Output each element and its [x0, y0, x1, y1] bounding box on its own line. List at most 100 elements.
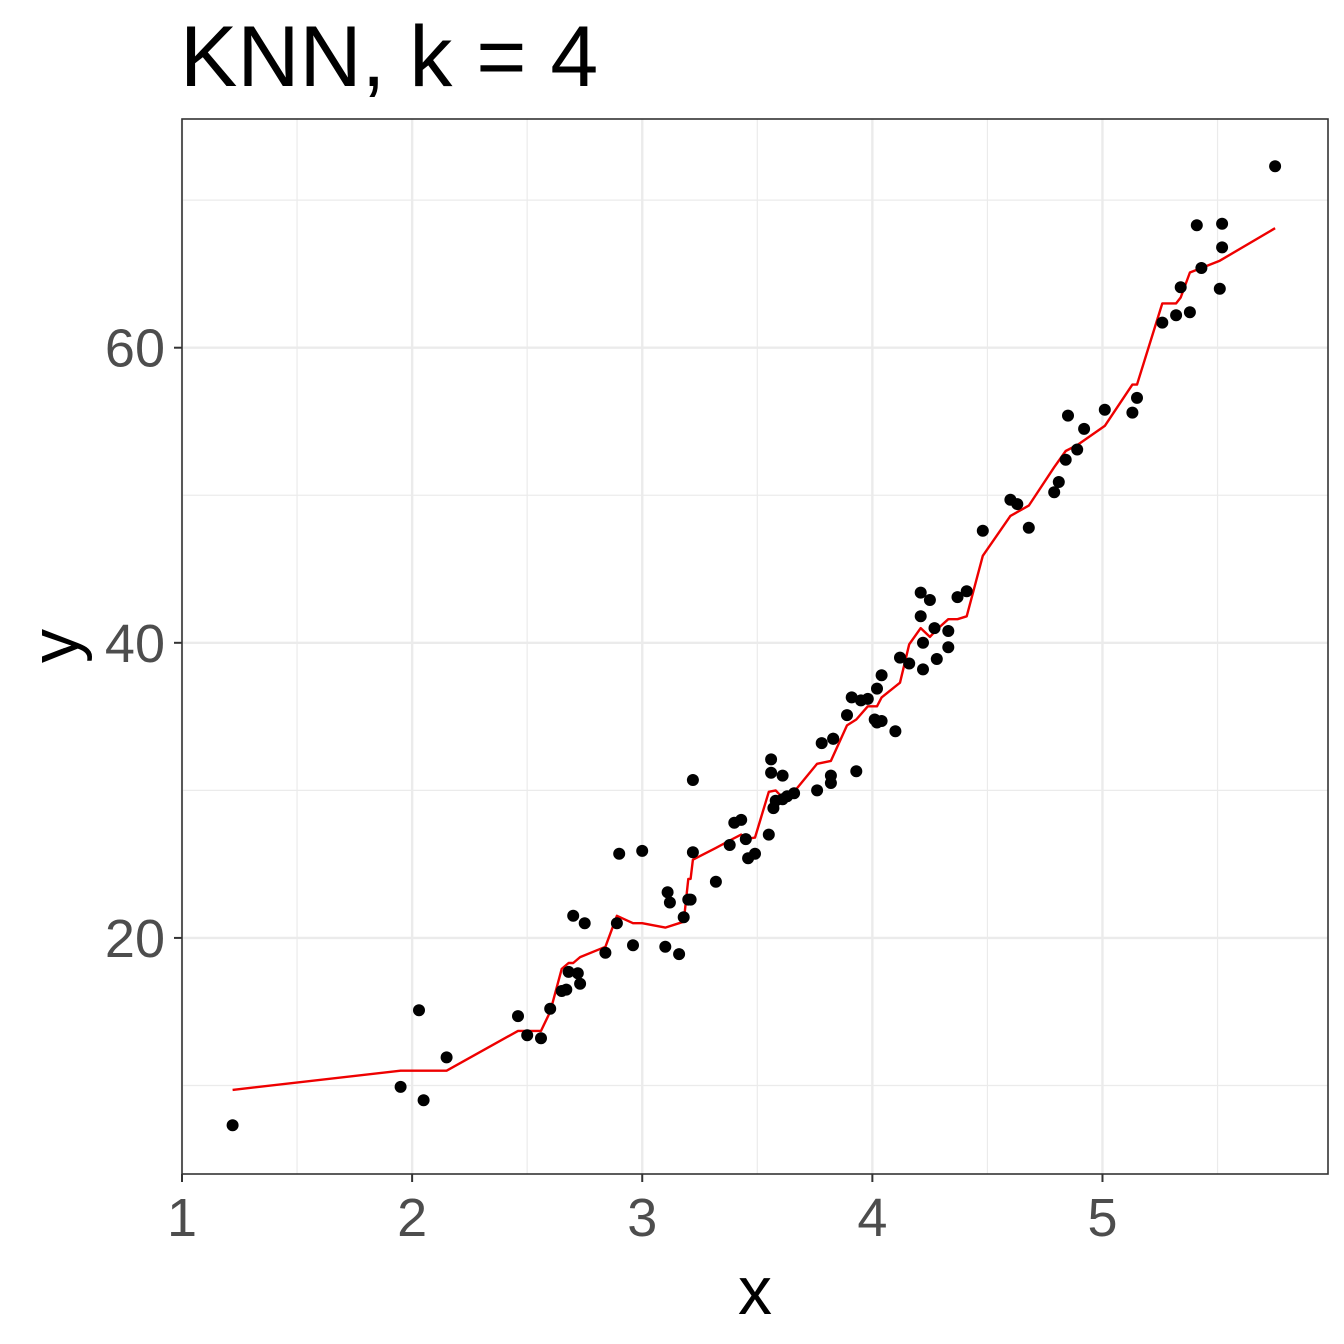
data-point	[417, 1094, 430, 1107]
data-point	[1011, 498, 1024, 511]
data-point	[788, 787, 801, 800]
data-point	[765, 766, 778, 779]
data-point	[1213, 282, 1226, 295]
data-point	[762, 828, 775, 841]
data-point	[1216, 217, 1229, 230]
data-point	[1052, 476, 1065, 488]
data-point	[824, 777, 837, 789]
data-point	[599, 946, 612, 959]
x-axis-title: x	[738, 1253, 772, 1329]
data-point	[677, 911, 690, 924]
data-point	[827, 732, 840, 745]
data-point	[914, 610, 927, 623]
data-point	[659, 940, 672, 953]
chart-title: KNN, k = 4	[180, 9, 598, 105]
data-point	[1022, 521, 1035, 534]
data-point	[923, 594, 936, 606]
data-point	[960, 585, 973, 598]
data-point	[636, 844, 649, 857]
data-point	[861, 692, 874, 705]
data-point	[567, 909, 580, 922]
data-point	[562, 965, 575, 978]
data-point	[1131, 391, 1143, 404]
data-point	[776, 769, 789, 782]
data-point	[1269, 160, 1282, 173]
data-point	[850, 765, 863, 778]
data-point	[663, 896, 676, 909]
data-point	[871, 682, 883, 695]
data-point	[413, 1004, 425, 1017]
data-point	[1183, 306, 1196, 319]
data-point	[942, 641, 955, 654]
y-tick-label: 20	[105, 909, 165, 969]
data-point	[394, 1080, 407, 1093]
data-point	[673, 948, 686, 961]
data-point	[1126, 406, 1139, 419]
data-point	[1195, 262, 1208, 274]
data-point	[749, 847, 761, 860]
data-point	[841, 709, 853, 722]
data-point	[574, 977, 587, 990]
data-point	[512, 1010, 524, 1023]
data-point	[686, 846, 699, 859]
data-point	[845, 691, 858, 704]
data-point	[521, 1029, 534, 1042]
data-point	[811, 784, 824, 797]
data-point	[930, 653, 943, 665]
data-point	[1059, 453, 1072, 466]
data-point	[976, 524, 989, 537]
x-tick-label: 5	[1087, 1188, 1117, 1248]
data-point	[739, 833, 752, 846]
data-point	[951, 591, 964, 604]
data-point	[1156, 316, 1169, 329]
data-point	[544, 1002, 557, 1015]
y-tick-label: 60	[105, 319, 165, 379]
data-point	[875, 669, 888, 682]
data-point	[914, 586, 927, 599]
data-point	[765, 753, 778, 766]
data-point	[903, 657, 916, 670]
data-point	[1098, 403, 1111, 416]
x-tick-label: 1	[167, 1188, 197, 1248]
axis-ticks: 1 2 3 4 5 20 40 60	[105, 319, 1118, 1248]
data-point	[709, 875, 722, 888]
data-point	[894, 651, 906, 664]
data-point	[723, 839, 736, 851]
data-point	[889, 725, 902, 738]
data-point	[440, 1051, 453, 1064]
data-point	[1078, 422, 1091, 435]
data-point	[1190, 219, 1203, 232]
x-tick-label: 3	[627, 1188, 657, 1248]
data-point	[226, 1119, 239, 1132]
data-point	[578, 917, 591, 930]
x-tick-label: 4	[857, 1188, 887, 1248]
data-point	[942, 625, 955, 637]
data-points	[226, 160, 1282, 1132]
data-point	[560, 983, 573, 996]
data-point	[610, 917, 623, 930]
data-point	[571, 967, 584, 980]
data-point	[928, 622, 941, 635]
data-point	[1062, 409, 1074, 422]
x-tick-label: 2	[397, 1188, 427, 1248]
data-point	[875, 715, 888, 727]
data-point	[627, 939, 639, 952]
data-point	[1216, 241, 1229, 254]
data-point	[735, 813, 748, 826]
data-point	[661, 886, 674, 899]
data-point	[1170, 309, 1183, 322]
data-point	[1071, 443, 1084, 456]
y-tick-label: 40	[105, 614, 165, 674]
data-point	[535, 1032, 547, 1045]
data-point	[1174, 281, 1187, 294]
data-point	[815, 737, 828, 750]
panel-border	[181, 118, 1329, 1175]
data-point	[613, 847, 626, 860]
data-point	[1048, 486, 1061, 499]
data-point	[684, 893, 697, 906]
data-point	[686, 774, 699, 786]
grid-lines	[180, 119, 1328, 1174]
data-point	[917, 636, 929, 649]
